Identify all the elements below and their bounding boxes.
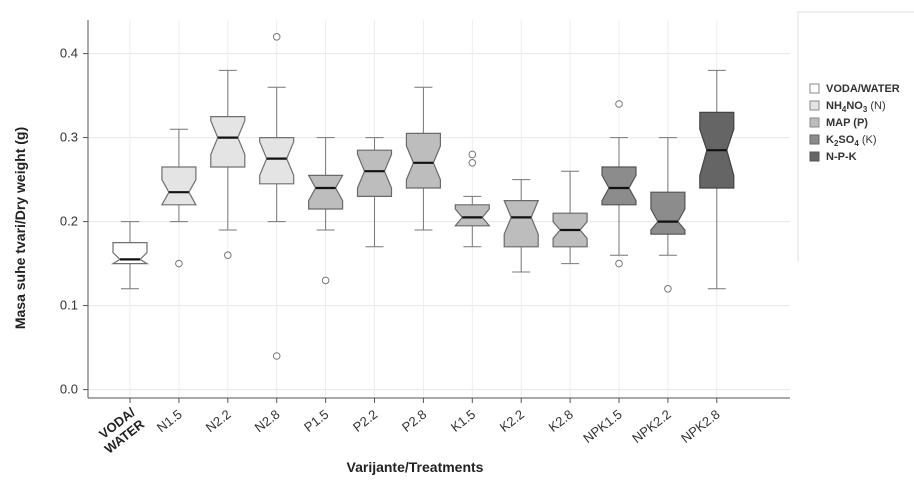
x-tick-label-k2-2: K2.2	[497, 407, 527, 435]
outlier-point	[615, 100, 623, 108]
box-body	[259, 137, 295, 185]
box-p2-2	[356, 137, 393, 248]
outlier-point	[664, 285, 672, 293]
outlier-point	[615, 259, 623, 268]
y-tick-label: 0.0	[60, 382, 78, 397]
box-body	[601, 166, 637, 206]
legend-swatch-p	[809, 117, 820, 128]
x-tick-label-k1-5: K1.5	[448, 407, 478, 435]
x-tick-label-n1-5: N1.5	[154, 407, 185, 436]
box-p1-5	[307, 137, 344, 285]
legend-swatch-water	[809, 83, 820, 94]
outlier-point	[272, 33, 281, 41]
x-axis-title: Varijante/Treatments	[347, 459, 484, 475]
box-layer	[110, 33, 735, 360]
x-tick-label-npk2-8: NPK2.8	[678, 407, 723, 446]
box-body	[160, 166, 197, 206]
legend: VODA/WATER NH4NO3 (N) MAP (P) K2SO4 (K) …	[797, 11, 914, 262]
box-k2-2	[503, 179, 540, 273]
axis-layer: 0.0 0.1 0.2 0.3 0.4	[60, 20, 790, 403]
outlier-point	[224, 251, 232, 259]
category-labels: VODA/WATER N1.5 N2.2 N2.8 P1.5 P2.2 P2.8 K1.5 K2…	[92, 404, 723, 456]
outlier-point	[468, 159, 477, 167]
outlier-point	[321, 276, 330, 285]
legend-swatch-n	[809, 100, 820, 111]
box-body	[356, 149, 393, 197]
x-tick-label-npk1-5: NPK1.5	[580, 407, 625, 446]
y-axis-title: Masa suhe tvari/Dry weight (g)	[12, 127, 28, 329]
box-npk1-5	[601, 100, 637, 268]
legend-label-n: NH4NO3 (N)	[826, 100, 886, 114]
box-n1-5	[160, 128, 197, 268]
x-tick-label-npk2-2: NPK2.2	[629, 407, 674, 446]
box-body	[307, 174, 344, 210]
x-tick-label-p2-2: P2.2	[350, 407, 380, 435]
y-tick-label: 0.4	[60, 46, 78, 61]
y-tick-label: 0.2	[60, 214, 78, 229]
x-tick-label-n2-8: N2.8	[252, 407, 283, 436]
x-tick-label-p2-8: P2.8	[399, 407, 429, 435]
box-p2-8	[405, 86, 441, 231]
box-body	[210, 116, 246, 168]
legend-label-k: K2SO4 (K)	[826, 134, 877, 148]
outlier-point	[272, 352, 281, 360]
x-tick-label-k2-8: K2.8	[546, 407, 576, 435]
y-tick-label: 0.1	[60, 298, 78, 313]
box-body	[650, 191, 686, 235]
box-n2-2	[210, 69, 246, 259]
box-n2-8	[259, 33, 295, 360]
box-body	[503, 200, 540, 248]
x-tick-label-n2-2: N2.2	[203, 407, 234, 436]
x-tick-label-voda-water: VODA/WATER	[92, 404, 147, 456]
y-tick-label: 0.3	[60, 130, 78, 145]
legend-label-npk: N-P-K	[826, 151, 857, 163]
outlier-point	[468, 150, 477, 159]
box-k1-5	[454, 150, 491, 248]
box-npk2-8	[699, 69, 735, 290]
legend-label-p: MAP (P)	[826, 117, 868, 129]
outlier-point	[175, 259, 183, 268]
box-body	[405, 132, 441, 189]
legend-label-water: VODA/WATER	[826, 83, 900, 95]
x-tick-label-p1-5: P1.5	[301, 407, 331, 435]
box-k2-8	[552, 170, 588, 265]
legend-swatch-k	[809, 134, 820, 145]
box-npk2-2	[650, 137, 686, 293]
legend-swatch-npk	[809, 151, 820, 162]
box-body	[454, 204, 491, 227]
box-voda-water	[110, 221, 150, 290]
